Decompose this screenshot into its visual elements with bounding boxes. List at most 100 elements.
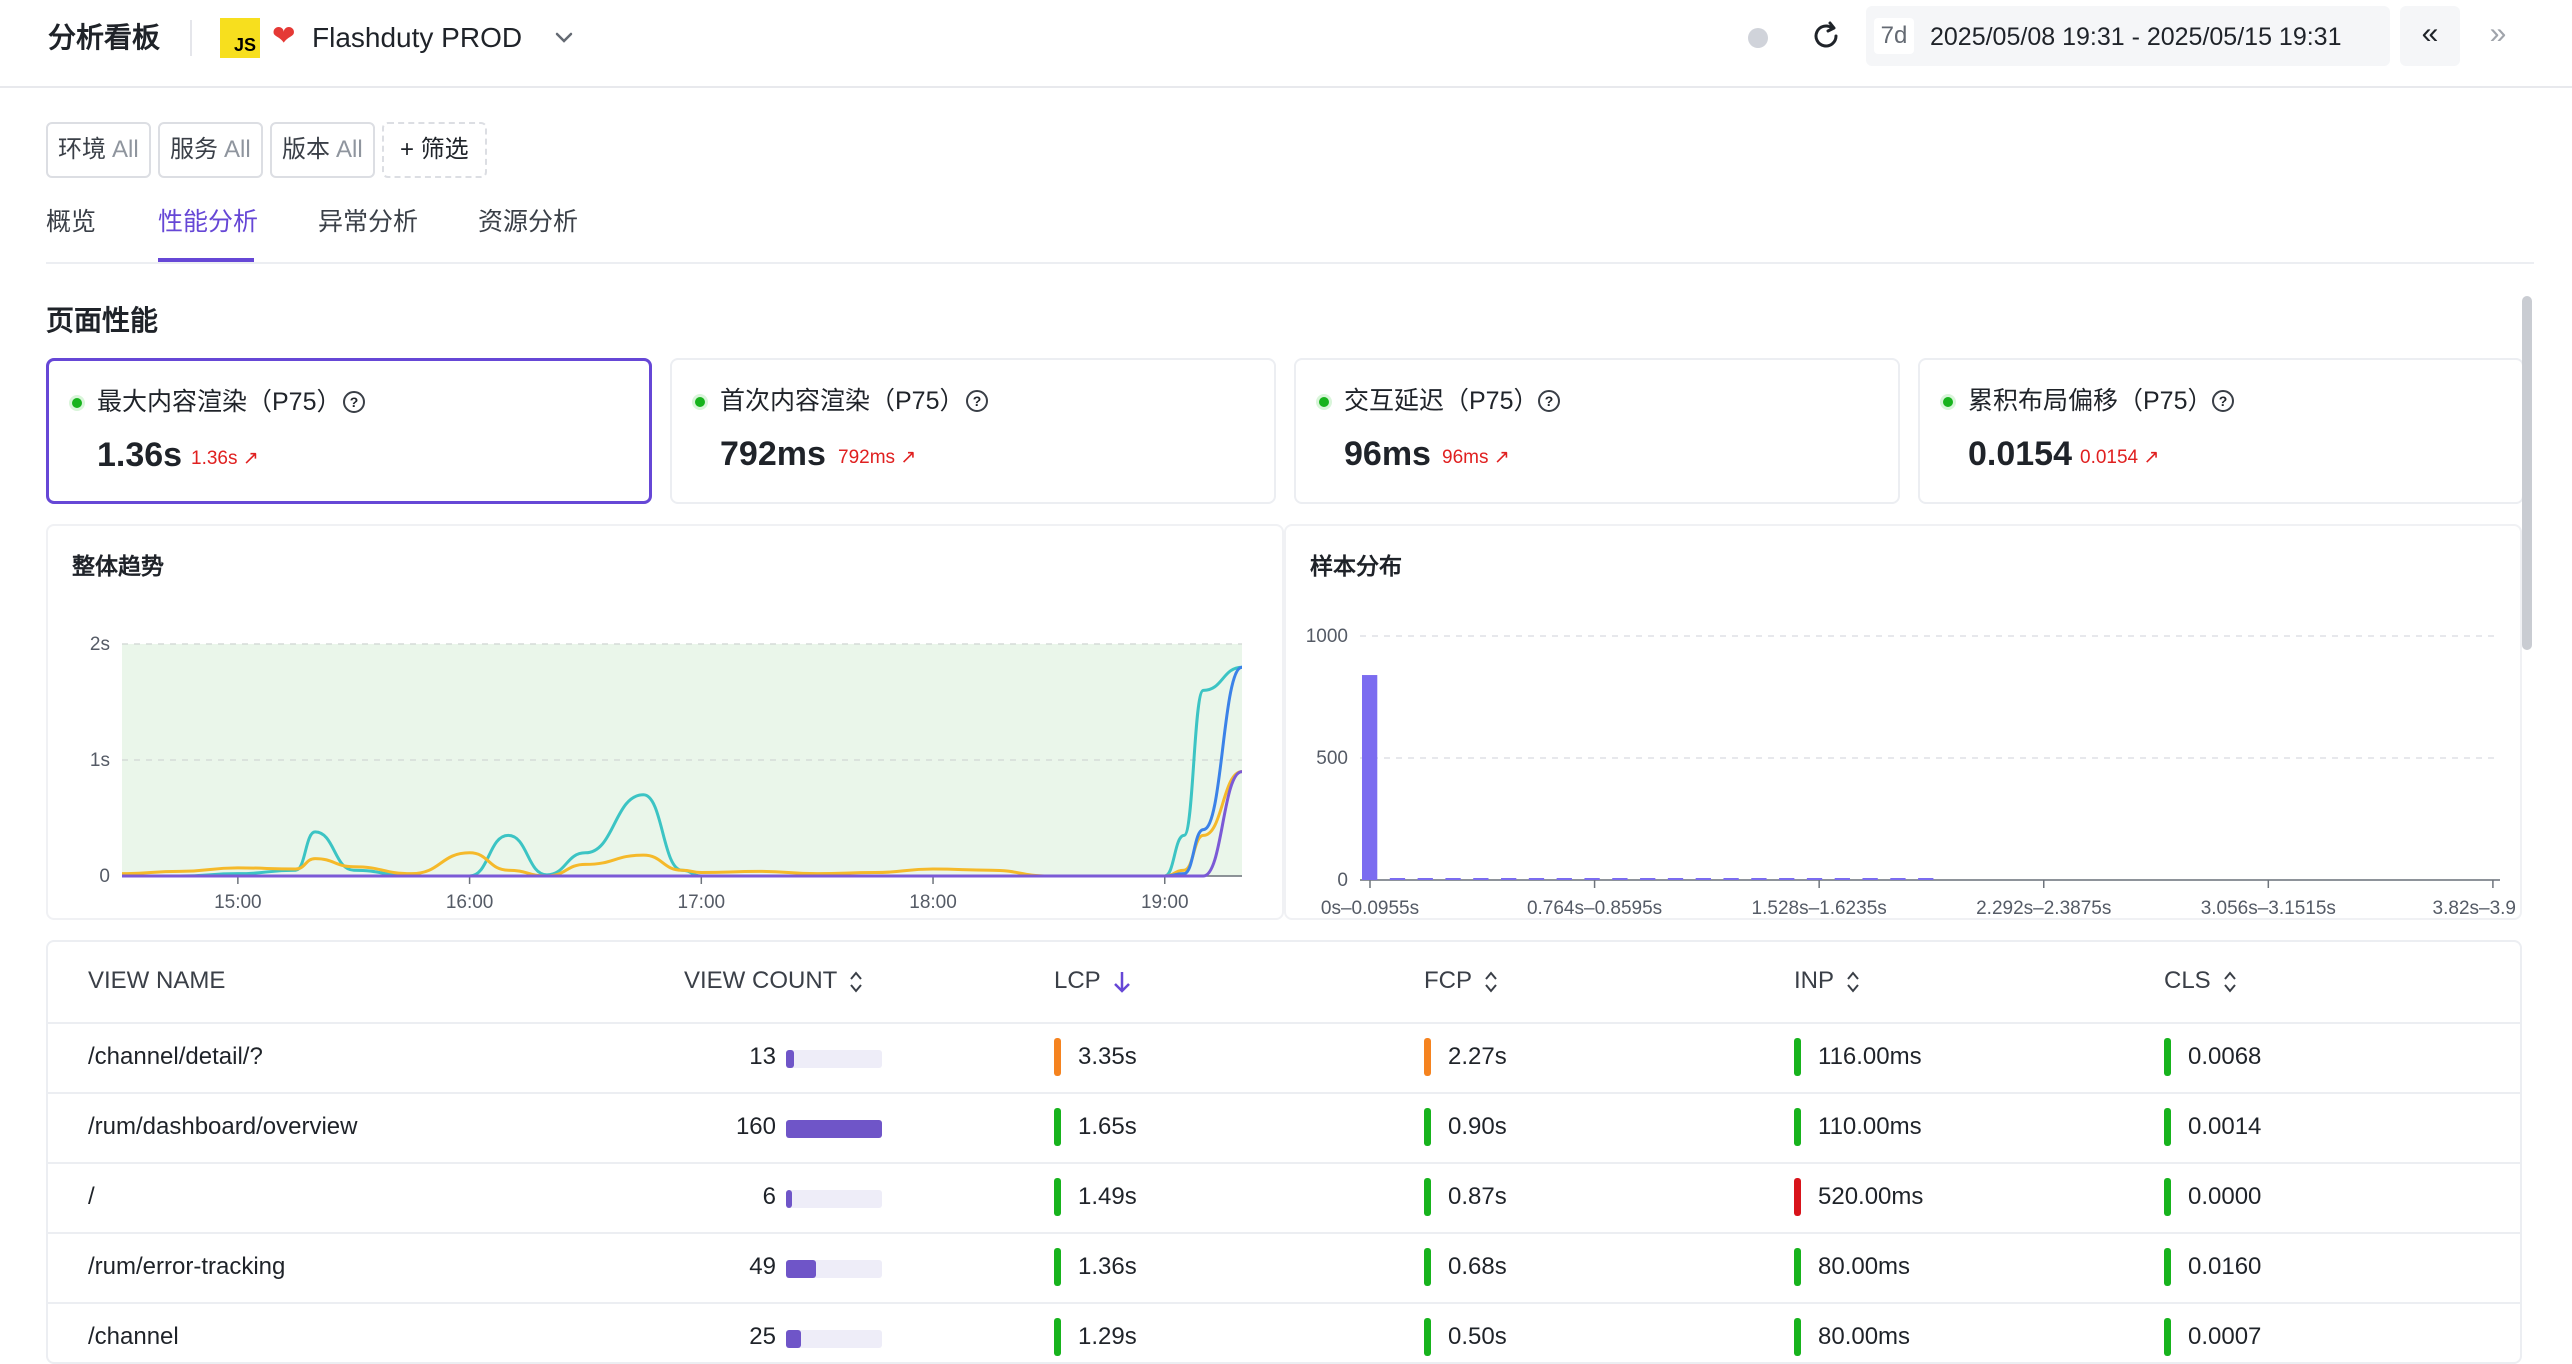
time-range-chip[interactable]: 7d (1874, 18, 1914, 54)
histogram-bar (1473, 878, 1489, 880)
lcp-value: 1.36s (1078, 1253, 1137, 1280)
tab-resources[interactable]: 资源分析 (478, 208, 579, 236)
fcp-status-indicator (1424, 1108, 1431, 1146)
fcp-status-indicator (1424, 1178, 1431, 1216)
distribution-chart[interactable]: 0 500 1000 0s–0.0955s 0.764s–0.8595s 1.528s–1… (1286, 596, 2522, 916)
column-header-view-name[interactable]: VIEW NAME (88, 967, 226, 994)
refresh-icon[interactable] (1808, 18, 1844, 54)
column-header-lcp-label: LCP (1054, 967, 1101, 994)
previous-range-button[interactable]: « (2400, 6, 2460, 66)
filter-version[interactable]: 版本 All (270, 122, 375, 178)
inp-value: 80.00ms (1818, 1253, 1911, 1280)
table-row[interactable]: /rum/dashboard/overview 160 1.65s 0.90s 110.… (48, 1092, 2520, 1162)
help-icon[interactable]: ? (1538, 390, 1560, 412)
filter-service-value: All (224, 136, 251, 163)
fcp-value: 0.50s (1448, 1323, 1507, 1350)
scrollbar[interactable] (2522, 296, 2532, 650)
metric-card-fcp[interactable]: 首次内容渲染（P75） ? 792ms 792ms ↗ (670, 358, 1276, 504)
histogram-bar (1501, 878, 1517, 880)
views-table: VIEW NAME VIEW COUNT LCP FCP INP CLS /ch… (46, 940, 2522, 1364)
table-row[interactable]: /channel/detail/? 13 3.35s 2.27s 116.00ms 0.0… (48, 1022, 2520, 1092)
metric-card-lcp[interactable]: 最大内容渲染（P75） ? 1.36s 1.36s ↗ (46, 358, 652, 504)
next-range-button[interactable]: » (2489, 17, 2507, 50)
trend-chart[interactable]: 0 1s 2s 15:00 16:00 17:00 18:00 19:00 (48, 596, 1284, 916)
chevron-down-icon[interactable] (548, 22, 580, 54)
tab-overview[interactable]: 概览 (46, 208, 97, 236)
view-name[interactable]: /rum/error-tracking (88, 1253, 286, 1280)
lcp-value: 3.35s (1078, 1043, 1137, 1070)
view-name[interactable]: /rum/dashboard/overview (88, 1113, 358, 1140)
cls-value: 0.0014 (2188, 1113, 2262, 1140)
x-tick-label: 0.764s–0.8595s (1527, 898, 1662, 916)
filter-version-value: All (336, 136, 363, 163)
help-icon[interactable]: ? (2212, 390, 2234, 412)
sort-descending-icon[interactable] (1111, 969, 1133, 995)
active-tab-indicator (158, 258, 254, 262)
x-tick-label: 3.056s–3.1515s (2201, 898, 2336, 916)
metric-card-inp[interactable]: 交互延迟（P75） ? 96ms 96ms ↗ (1294, 358, 1900, 504)
section-title: 页面性能 (46, 305, 159, 336)
metric-value: 1.36s (97, 436, 183, 474)
table-row[interactable]: /rum/error-tracking 49 1.36s 0.68s 80.00ms 0.… (48, 1232, 2520, 1302)
fcp-status-indicator (1424, 1318, 1431, 1356)
sort-icon[interactable] (1482, 969, 1500, 995)
count-bar-track (786, 1260, 882, 1278)
metric-label: 累积布局偏移（P75） (1968, 387, 2213, 415)
add-filter-button[interactable]: + 筛选 (382, 122, 487, 178)
trend-up-icon: ↗ (895, 447, 917, 468)
column-header-cls[interactable]: CLS (2164, 964, 2239, 998)
column-header-view-count-label: VIEW COUNT (684, 967, 838, 994)
distribution-chart-title: 样本分布 (1310, 553, 1402, 579)
count-bar-track (786, 1330, 882, 1348)
trend-up-icon: ↗ (1488, 447, 1510, 468)
app-selector-label[interactable]: Flashduty PROD (312, 22, 523, 53)
view-name[interactable]: /channel (88, 1323, 179, 1350)
column-header-lcp[interactable]: LCP (1054, 964, 1133, 998)
table-row[interactable]: / 6 1.49s 0.87s 520.00ms 0.0000 (48, 1162, 2520, 1232)
date-range-picker[interactable] (1866, 6, 2390, 66)
heart-icon: ❤ (272, 20, 296, 51)
status-dot (1316, 394, 1332, 410)
sort-icon[interactable] (847, 969, 865, 995)
view-name[interactable]: /channel/detail/? (88, 1043, 263, 1070)
x-tick-label: 1.528s–1.6235s (1752, 898, 1887, 916)
trend-up-icon: ↗ (237, 448, 259, 469)
view-name[interactable]: / (88, 1183, 95, 1210)
help-icon[interactable]: ? (966, 390, 988, 412)
x-tick-label: 19:00 (1141, 892, 1189, 913)
view-count: 25 (749, 1323, 776, 1350)
histogram-bar (1362, 675, 1378, 880)
cls-status-indicator (2164, 1318, 2171, 1356)
trend-chart-title: 整体趋势 (72, 553, 164, 579)
metric-value: 96ms (1344, 435, 1431, 473)
filter-service[interactable]: 服务 All (158, 122, 263, 178)
tab-performance[interactable]: 性能分析 (158, 208, 259, 236)
tabs-divider (46, 262, 2534, 264)
lcp-status-indicator (1054, 1248, 1061, 1286)
column-header-view-count[interactable]: VIEW COUNT (684, 964, 865, 998)
fcp-status-indicator (1424, 1248, 1431, 1286)
column-header-inp[interactable]: INP (1794, 964, 1862, 998)
live-status-dot[interactable] (1748, 28, 1768, 48)
help-icon[interactable]: ? (343, 391, 365, 413)
column-header-fcp[interactable]: FCP (1424, 964, 1500, 998)
inp-status-indicator (1794, 1038, 1801, 1076)
x-tick-label: 17:00 (678, 892, 726, 913)
filter-version-label: 版本 (282, 136, 330, 163)
x-tick-label: 2.292s–2.3875s (1976, 898, 2111, 916)
metric-card-cls[interactable]: 累积布局偏移（P75） ? 0.0154 0.0154 ↗ (1918, 358, 2524, 504)
histogram-bar (1779, 878, 1795, 880)
filter-env[interactable]: 环境 All (46, 122, 151, 178)
histogram-bar (1528, 878, 1545, 880)
inp-value: 116.00ms (1818, 1043, 1922, 1070)
date-range-text[interactable]: 2025/05/08 19:31 - 2025/05/15 19:31 (1930, 23, 2342, 51)
sort-icon[interactable] (1844, 969, 1862, 995)
metric-label: 交互延迟（P75） (1344, 387, 1539, 415)
histogram-bar (1667, 878, 1684, 880)
histogram-bar (1723, 878, 1739, 880)
table-row[interactable]: /channel 25 1.29s 0.50s 80.00ms 0.0007 (48, 1302, 2520, 1362)
inp-value: 520.00ms (1818, 1183, 1924, 1210)
sort-icon[interactable] (2221, 969, 2239, 995)
tab-errors[interactable]: 异常分析 (318, 208, 419, 236)
cls-value: 0.0007 (2188, 1323, 2262, 1350)
